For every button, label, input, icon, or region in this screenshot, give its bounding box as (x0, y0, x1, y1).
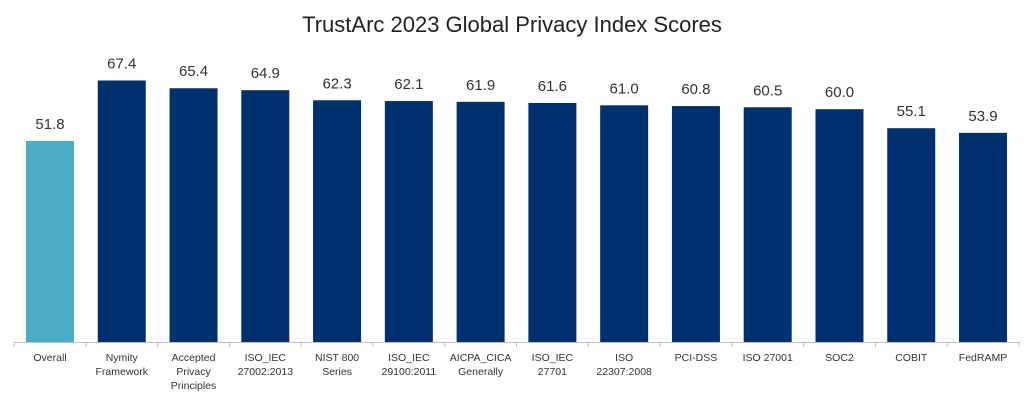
category-label: ISO (615, 352, 633, 364)
data-label: 51.8 (35, 116, 64, 133)
data-label: 64.9 (251, 65, 280, 82)
bar (887, 128, 936, 342)
x-axis-ticks (13, 342, 1020, 347)
data-label: 65.4 (179, 63, 208, 80)
category-label: ISO_IEC (388, 352, 430, 364)
category-label: Privacy (176, 366, 211, 378)
data-label: 62.3 (322, 75, 351, 92)
category-label: Series (322, 366, 352, 378)
category-label: ISO_IEC (245, 352, 287, 364)
category-label: Nymity (106, 352, 139, 364)
bar (26, 141, 74, 342)
bar (241, 90, 290, 342)
category-label: 27701 (538, 366, 567, 378)
category-label: 29100:2011 (381, 366, 436, 378)
bar (743, 107, 792, 342)
data-label: 60.8 (681, 81, 710, 98)
data-label: 60.0 (825, 84, 854, 101)
data-label: 61.0 (610, 80, 639, 97)
bar (600, 105, 649, 342)
bar (384, 101, 433, 342)
chart-title: TrustArc 2023 Global Privacy Index Score… (302, 12, 722, 37)
category-label: Framework (96, 366, 149, 378)
bar (671, 106, 720, 342)
category-label: AICPA_CICA (450, 352, 512, 364)
category-label: Overall (33, 352, 66, 364)
data-label: 61.6 (538, 78, 567, 95)
category-label: PCI-DSS (675, 352, 718, 364)
data-label: 53.9 (968, 108, 997, 125)
category-label: 27002:2013 (238, 366, 294, 378)
bar (456, 101, 505, 342)
bar (528, 102, 577, 342)
category-label: SOC2 (825, 352, 854, 364)
data-label: 61.9 (466, 77, 495, 94)
bar (959, 132, 1008, 342)
bar (313, 100, 362, 342)
category-label: FedRAMP (959, 352, 1007, 364)
category-label: ISO 27001 (743, 352, 793, 364)
labels: 51.8 Overall 67.4 Nymity Framework 65.4 Accept… (33, 55, 1007, 392)
category-label: COBIT (895, 352, 928, 364)
bars (26, 80, 1008, 342)
category-label: Accepted (172, 352, 216, 364)
bar (815, 109, 864, 342)
data-label: 55.1 (897, 103, 926, 120)
category-label: ISO_IEC (532, 352, 574, 364)
category-label: NIST 800 (315, 352, 359, 364)
data-label: 67.4 (107, 55, 136, 72)
bar (169, 88, 218, 342)
bar (97, 80, 146, 342)
category-label: Generally (458, 366, 504, 378)
category-label: 22307:2008 (596, 366, 652, 378)
data-label: 60.5 (753, 82, 782, 99)
data-label: 62.1 (394, 76, 423, 93)
category-label: Principles (171, 380, 217, 392)
